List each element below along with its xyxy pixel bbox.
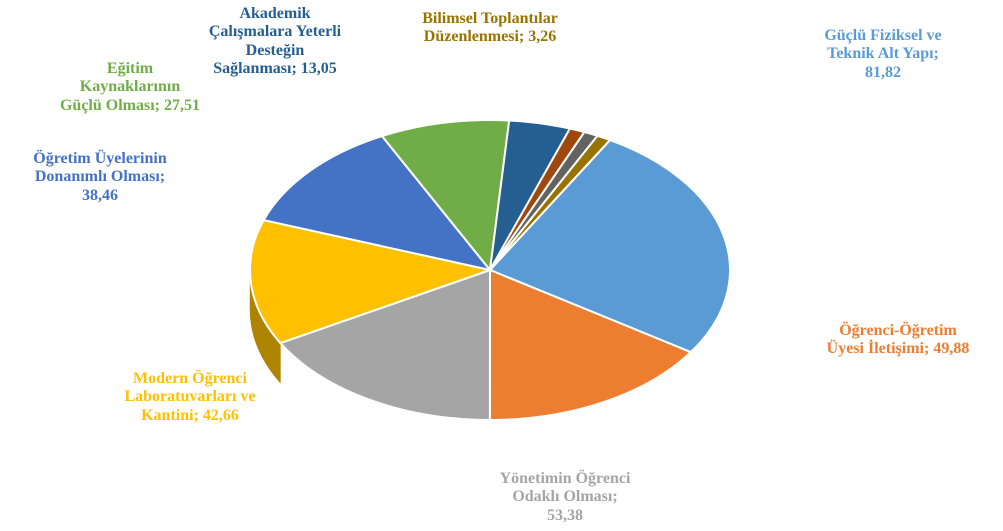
pie-chart-3d: Güçlü Fiziksel ve Teknik Alt Yapı; 81,82… [0, 0, 1003, 531]
label-ogrenci-ogretim: Öğrenci-Öğretim Üyesi İletişimi; 49,88 [803, 322, 993, 359]
label-akademik: Akademik Çalışmalara Yeterli Desteğin Sa… [170, 5, 380, 79]
label-guclu-fiziksel: Güçlü Fiziksel ve Teknik Alt Yapı; 81,82 [798, 27, 968, 82]
label-ogretim-uyeleri: Öğretim Üyelerinin Donanımlı Olması; 38,… [0, 150, 200, 205]
label-yonetimin: Yönetimin Öğrenci Odaklı Olması; 53,38 [465, 470, 665, 525]
label-modern-ogrenci: Modern Öğrenci Laboratuvarları ve Kantin… [90, 370, 290, 425]
label-bilimsel: Bilimsel Toplantılar Düzenlenmesi; 3,26 [385, 10, 595, 47]
